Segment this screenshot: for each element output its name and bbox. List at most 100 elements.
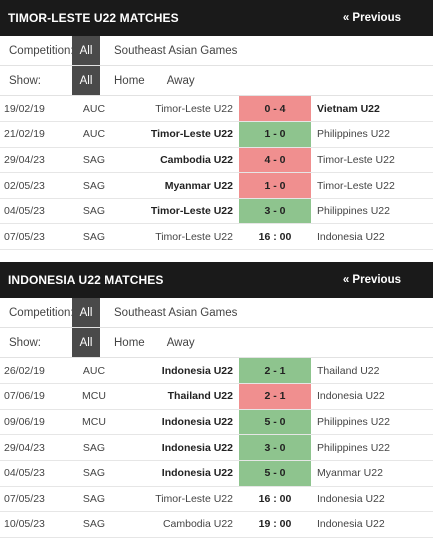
timor-leste-matches-panel: TIMOR-LESTE U22 MATCHES « Previous Compe… bbox=[0, 0, 433, 251]
match-competition: SAG bbox=[64, 460, 124, 487]
away-team: Indonesia U22 bbox=[311, 223, 433, 251]
match-score[interactable]: 2 - 1 bbox=[239, 383, 311, 410]
away-team: Indonesia U22 bbox=[311, 383, 433, 410]
away-team: Timor-Leste U22 bbox=[311, 172, 433, 199]
match-score[interactable]: 3 - 0 bbox=[239, 434, 311, 461]
match-score[interactable]: 16 : 00 bbox=[239, 223, 311, 251]
panel-title: TIMOR-LESTE U22 MATCHES bbox=[8, 11, 179, 25]
match-score[interactable]: 0 - 4 bbox=[239, 96, 311, 123]
match-date: 29/04/23 bbox=[0, 434, 64, 461]
match-score[interactable]: 4 - 0 bbox=[239, 147, 311, 174]
panel-title: INDONESIA U22 MATCHES bbox=[8, 273, 164, 288]
match-competition: SAG bbox=[64, 434, 124, 461]
match-date: 04/05/23 bbox=[0, 198, 64, 225]
match-row[interactable]: 07/06/19 MCU Thailand U22 2 - 1 Indonesia U2… bbox=[0, 383, 433, 410]
match-row[interactable]: 07/05/23 SAG Timor-Leste U22 16 : 00 Indones… bbox=[0, 223, 433, 251]
previous-link[interactable]: « Previous bbox=[342, 274, 401, 287]
show-filter: Show: All Home Away bbox=[0, 66, 433, 96]
match-row[interactable]: 09/06/19 MCU Indonesia U22 5 - 0 Philippines… bbox=[0, 409, 433, 436]
match-score[interactable]: 2 - 1 bbox=[239, 358, 311, 385]
match-competition: SAG bbox=[64, 486, 124, 513]
match-competition: AUC bbox=[64, 358, 124, 385]
match-date: 04/05/23 bbox=[0, 460, 64, 487]
home-team: Indonesia U22 bbox=[124, 434, 239, 461]
match-date: 07/06/19 bbox=[0, 383, 64, 410]
away-team: Philippines U22 bbox=[311, 121, 433, 148]
match-date: 09/06/19 bbox=[0, 409, 64, 436]
home-team: Indonesia U22 bbox=[124, 460, 239, 487]
previous-link[interactable]: « Previous bbox=[342, 12, 401, 24]
away-team: Philippines U22 bbox=[311, 409, 433, 436]
matches-table: 19/02/19 AUC Timor-Leste U22 0 - 4 Vietnam U… bbox=[0, 96, 433, 251]
match-competition: AUC bbox=[64, 121, 124, 148]
home-team: Timor-Leste U22 bbox=[124, 121, 239, 148]
match-row[interactable]: 10/05/23 SAG Cambodia U22 19 : 00 Indonesia … bbox=[0, 511, 433, 538]
home-team: Myanmar U22 bbox=[124, 172, 239, 199]
match-competition: MCU bbox=[64, 383, 124, 410]
competition-option-sea-games[interactable]: Southeast Asian Games bbox=[114, 44, 238, 57]
match-row[interactable]: 19/02/19 AUC Timor-Leste U22 0 - 4 Vietnam U… bbox=[0, 96, 433, 123]
match-row[interactable]: 02/05/23 SAG Myanmar U22 1 - 0 Timor-Leste U… bbox=[0, 172, 433, 199]
match-score[interactable]: 3 - 0 bbox=[239, 198, 311, 225]
home-team: Thailand U22 bbox=[124, 383, 239, 410]
matches-table: 26/02/19 AUC Indonesia U22 2 - 1 Thailand U2… bbox=[0, 358, 433, 538]
show-option-home[interactable]: Home bbox=[114, 336, 145, 349]
match-competition: SAG bbox=[64, 198, 124, 225]
away-team: Indonesia U22 bbox=[311, 511, 433, 538]
match-date: 21/02/19 bbox=[0, 121, 64, 148]
show-label: Show: bbox=[9, 74, 41, 87]
match-competition: AUC bbox=[64, 96, 124, 123]
home-team: Timor-Leste U22 bbox=[124, 223, 239, 251]
match-score[interactable]: 1 - 0 bbox=[239, 121, 311, 148]
competition-label: Competition: bbox=[9, 44, 74, 57]
match-score[interactable]: 5 - 0 bbox=[239, 460, 311, 487]
match-date: 29/04/23 bbox=[0, 147, 64, 174]
match-competition: SAG bbox=[64, 511, 124, 538]
match-row[interactable]: 29/04/23 SAG Indonesia U22 3 - 0 Philippines… bbox=[0, 434, 433, 461]
indonesia-matches-panel: INDONESIA U22 MATCHES « Previous Competi… bbox=[0, 262, 433, 538]
home-team: Timor-Leste U22 bbox=[124, 198, 239, 225]
match-score[interactable]: 1 - 0 bbox=[239, 172, 311, 199]
home-team: Cambodia U22 bbox=[124, 511, 239, 538]
match-row[interactable]: 04/05/23 SAG Indonesia U22 5 - 0 Myanmar U22 bbox=[0, 460, 433, 487]
show-option-home[interactable]: Home bbox=[114, 74, 145, 87]
home-team: Timor-Leste U22 bbox=[124, 96, 239, 123]
show-option-away[interactable]: Away bbox=[166, 74, 195, 87]
match-row[interactable]: 21/02/19 AUC Timor-Leste U22 1 - 0 Philippin… bbox=[0, 121, 433, 148]
panel-header: INDONESIA U22 MATCHES « Previous bbox=[0, 262, 433, 299]
panel-header: TIMOR-LESTE U22 MATCHES « Previous bbox=[0, 0, 433, 36]
match-date: 19/02/19 bbox=[0, 96, 64, 123]
competition-option-sea-games[interactable]: Southeast Asian Games bbox=[114, 306, 238, 319]
match-date: 07/05/23 bbox=[0, 486, 64, 513]
home-team: Indonesia U22 bbox=[124, 409, 239, 436]
away-team: Myanmar U22 bbox=[311, 460, 433, 487]
competition-filter: Competition: All Southeast Asian Games bbox=[0, 298, 433, 329]
home-team: Indonesia U22 bbox=[124, 358, 239, 385]
match-score[interactable]: 5 - 0 bbox=[239, 409, 311, 436]
show-option-all[interactable]: All bbox=[72, 328, 100, 358]
competition-label: Competition: bbox=[9, 306, 74, 319]
match-row[interactable]: 26/02/19 AUC Indonesia U22 2 - 1 Thailand U2… bbox=[0, 358, 433, 385]
competition-filter: Competition: All Southeast Asian Games bbox=[0, 36, 433, 66]
home-team: Timor-Leste U22 bbox=[124, 486, 239, 513]
match-competition: SAG bbox=[64, 147, 124, 174]
match-row[interactable]: 07/05/23 SAG Timor-Leste U22 16 : 00 Indones… bbox=[0, 486, 433, 513]
match-competition: SAG bbox=[64, 223, 124, 251]
match-row[interactable]: 04/05/23 SAG Timor-Leste U22 3 - 0 Philippin… bbox=[0, 198, 433, 225]
match-score[interactable]: 16 : 00 bbox=[239, 486, 311, 513]
show-option-all[interactable]: All bbox=[72, 66, 100, 95]
away-team: Indonesia U22 bbox=[311, 486, 433, 513]
away-team: Vietnam U22 bbox=[311, 96, 433, 123]
match-score[interactable]: 19 : 00 bbox=[239, 511, 311, 538]
match-date: 26/02/19 bbox=[0, 358, 64, 385]
show-option-away[interactable]: Away bbox=[166, 336, 195, 349]
show-label: Show: bbox=[9, 336, 41, 349]
match-date: 07/05/23 bbox=[0, 223, 64, 251]
match-date: 02/05/23 bbox=[0, 172, 64, 199]
competition-option-all[interactable]: All bbox=[72, 298, 100, 328]
match-row[interactable]: 29/04/23 SAG Cambodia U22 4 - 0 Timor-Leste … bbox=[0, 147, 433, 174]
match-competition: MCU bbox=[64, 409, 124, 436]
away-team: Thailand U22 bbox=[311, 358, 433, 385]
competition-option-all[interactable]: All bbox=[72, 36, 100, 65]
away-team: Philippines U22 bbox=[311, 434, 433, 461]
